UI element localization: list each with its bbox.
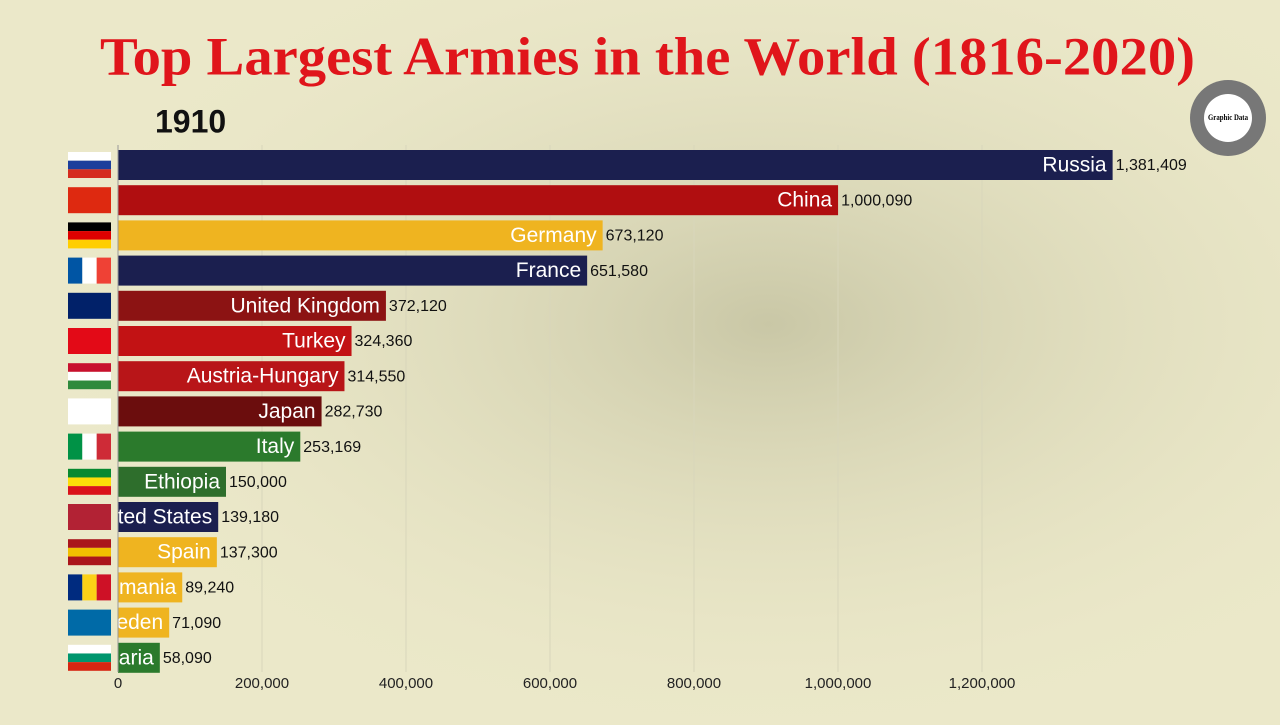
chart-title: Top Largest Armies in the World (1816-20… [100,26,1195,86]
bar-label: Japan [258,400,315,423]
bar [118,572,183,603]
value-label: 282,730 [325,404,383,421]
bar-label: Ethiopia [144,470,220,493]
bar [118,220,603,251]
bar [118,502,219,532]
flag-stripe [68,239,111,249]
value-label: 150,000 [229,474,287,491]
value-label: 324,360 [355,333,413,350]
flag-stripe [68,152,111,161]
bar-label: United States [86,506,212,529]
bar [118,396,322,427]
bar-label: Bulgaria [77,646,154,669]
flag-stripe [68,169,111,178]
flag-stripe [68,257,83,284]
flag-stripe [96,574,111,601]
flag-stripe [96,257,111,284]
flag-stripe [68,662,111,671]
bar-label: Sweden [87,611,163,634]
bar-label: China [777,189,832,212]
value-label: 372,120 [389,298,447,315]
year-label: 1910 [155,103,226,139]
x-tick-label: 1,000,000 [805,675,872,692]
flag-stripe [68,574,83,601]
plot: 0 200,000 400,000 600,000 800,000 1,000,000 1,… [68,145,1187,692]
logo-text: Graphic Data [1208,113,1248,122]
bar [118,537,217,568]
bar [118,466,226,497]
value-label: 314,550 [347,368,405,385]
flag-stripe [68,547,111,557]
flag-stripe [68,504,111,530]
value-label: 137,300 [220,544,278,561]
bar [118,185,839,216]
value-label: 89,240 [185,580,234,597]
bar-label: United Kingdom [231,294,380,317]
value-label: 58,090 [163,650,212,667]
value-label: 651,580 [590,263,648,280]
flag-stripe [68,371,111,381]
bar-label: Austria-Hungary [187,365,339,388]
bar-label: Spain [157,541,211,564]
x-tick-label: 200,000 [235,675,289,692]
value-label: 1,000,090 [841,192,912,209]
flag-stripe [68,653,111,663]
bar [118,361,345,392]
flag-stripe [68,477,111,487]
flag-stripe [68,398,111,425]
value-label: 1,381,409 [1116,157,1187,174]
bar-label: Italy [256,435,295,458]
flag-stripe [68,231,111,240]
x-tick-label: 0 [114,675,122,692]
flag-stripe [68,468,111,478]
flag-stripe [68,380,111,390]
flag-stripe [68,222,111,232]
bar-label: Germany [510,224,597,247]
flag-stripe [68,556,111,566]
x-tick-label: 600,000 [523,675,577,692]
flag-stripe [68,644,111,654]
x-tick-label: 400,000 [379,675,433,692]
value-label: 139,180 [221,509,279,526]
flag-stripe [68,433,83,460]
flag-stripe [68,609,111,636]
flag-stripe [96,433,111,460]
bar-label: Russia [1042,154,1107,177]
flag-stripe [68,187,111,214]
flag-stripe [68,160,111,170]
value-label: 673,120 [606,228,664,245]
flag-stripe [82,574,97,601]
bar [118,255,588,286]
bar [118,607,170,638]
x-tick-label: 1,200,000 [949,675,1016,692]
bar-label: Romania [92,576,176,599]
bar [118,150,1113,180]
flag-stripe [68,292,111,319]
bar [118,326,352,356]
bar-label: Turkey [282,330,346,353]
flag-stripe [68,486,111,495]
bar [118,290,386,321]
flag-stripe [68,363,111,372]
bar [118,642,160,673]
bar-label: France [516,259,581,282]
logo-inner [1204,94,1252,142]
flag-stripe [82,433,97,460]
flag-stripe [68,539,111,548]
flag-stripe [82,257,97,284]
value-label: 253,169 [303,439,361,456]
x-tick-label: 800,000 [667,675,721,692]
bar [118,431,301,462]
flag-stripe [68,328,111,354]
value-label: 71,090 [172,615,221,632]
